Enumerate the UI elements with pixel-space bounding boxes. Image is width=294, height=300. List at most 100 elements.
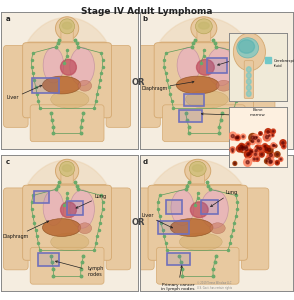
Circle shape [280, 140, 286, 146]
FancyBboxPatch shape [148, 185, 248, 260]
FancyBboxPatch shape [61, 169, 73, 184]
Ellipse shape [170, 219, 213, 236]
Ellipse shape [171, 190, 194, 226]
Circle shape [231, 150, 234, 153]
Bar [31, 77, 59, 92]
Circle shape [56, 17, 79, 40]
Ellipse shape [51, 233, 89, 251]
Bar [31, 77, 59, 92]
Bar [67, 201, 83, 215]
Ellipse shape [43, 47, 64, 83]
Circle shape [242, 146, 244, 148]
Bar [39, 254, 59, 266]
Bar [166, 200, 183, 214]
Circle shape [265, 129, 271, 135]
FancyBboxPatch shape [127, 188, 154, 270]
Ellipse shape [70, 190, 94, 228]
Text: Bone
marrow: Bone marrow [250, 108, 266, 117]
Ellipse shape [216, 80, 231, 91]
Circle shape [268, 135, 270, 137]
FancyBboxPatch shape [156, 247, 239, 284]
Circle shape [246, 73, 251, 78]
Circle shape [272, 145, 274, 147]
Circle shape [249, 134, 257, 142]
Circle shape [272, 135, 273, 136]
Circle shape [259, 132, 262, 135]
Bar [158, 221, 188, 234]
Circle shape [256, 158, 258, 160]
Circle shape [233, 135, 239, 140]
Ellipse shape [192, 165, 203, 172]
Circle shape [280, 158, 282, 160]
Circle shape [191, 17, 217, 40]
Ellipse shape [43, 190, 64, 226]
FancyBboxPatch shape [23, 43, 111, 118]
Circle shape [196, 19, 212, 34]
Ellipse shape [149, 17, 259, 138]
Circle shape [245, 146, 247, 148]
Circle shape [265, 148, 268, 150]
Circle shape [242, 136, 244, 138]
Circle shape [231, 134, 234, 138]
FancyBboxPatch shape [106, 188, 131, 270]
Text: Lung: Lung [76, 194, 106, 208]
Circle shape [270, 160, 272, 163]
Text: Liver: Liver [141, 213, 173, 228]
Circle shape [246, 153, 250, 157]
Circle shape [235, 134, 240, 140]
Ellipse shape [201, 190, 228, 228]
Circle shape [237, 136, 239, 138]
Circle shape [260, 133, 261, 134]
Circle shape [267, 151, 275, 159]
Ellipse shape [70, 47, 94, 86]
Circle shape [259, 152, 264, 157]
Circle shape [236, 146, 243, 152]
Circle shape [268, 157, 270, 160]
FancyBboxPatch shape [30, 105, 104, 142]
Text: c: c [6, 159, 10, 165]
Circle shape [234, 163, 235, 164]
Bar [34, 191, 49, 203]
Circle shape [233, 161, 237, 165]
Circle shape [274, 144, 277, 148]
Text: b: b [143, 16, 148, 22]
Circle shape [273, 130, 274, 132]
Circle shape [247, 151, 253, 156]
Bar [207, 58, 227, 73]
Bar [201, 200, 218, 214]
Ellipse shape [18, 17, 116, 138]
Ellipse shape [210, 223, 225, 234]
Text: Lymph
nodes: Lymph nodes [201, 110, 263, 121]
Ellipse shape [62, 165, 72, 172]
Text: Lymph
nodes: Lymph nodes [56, 261, 104, 277]
Circle shape [249, 152, 251, 155]
Circle shape [253, 148, 259, 154]
Circle shape [276, 162, 278, 164]
Circle shape [255, 136, 258, 139]
Circle shape [275, 152, 280, 157]
Circle shape [257, 147, 259, 149]
Ellipse shape [186, 91, 228, 108]
Circle shape [185, 159, 211, 182]
Circle shape [229, 132, 237, 140]
Circle shape [282, 142, 284, 144]
Ellipse shape [78, 80, 92, 91]
Circle shape [246, 85, 251, 90]
Bar [39, 254, 59, 266]
FancyBboxPatch shape [197, 27, 211, 41]
Circle shape [267, 130, 269, 133]
Circle shape [253, 152, 258, 157]
Circle shape [248, 149, 253, 153]
FancyBboxPatch shape [23, 185, 111, 260]
Circle shape [257, 140, 260, 142]
Circle shape [240, 145, 243, 148]
Circle shape [196, 59, 214, 75]
Bar [166, 200, 183, 214]
Circle shape [251, 140, 254, 142]
Circle shape [263, 144, 268, 149]
Text: Liver: Liver [7, 85, 42, 100]
Ellipse shape [177, 47, 200, 83]
FancyBboxPatch shape [244, 61, 253, 98]
Circle shape [237, 137, 239, 139]
Ellipse shape [176, 76, 219, 94]
